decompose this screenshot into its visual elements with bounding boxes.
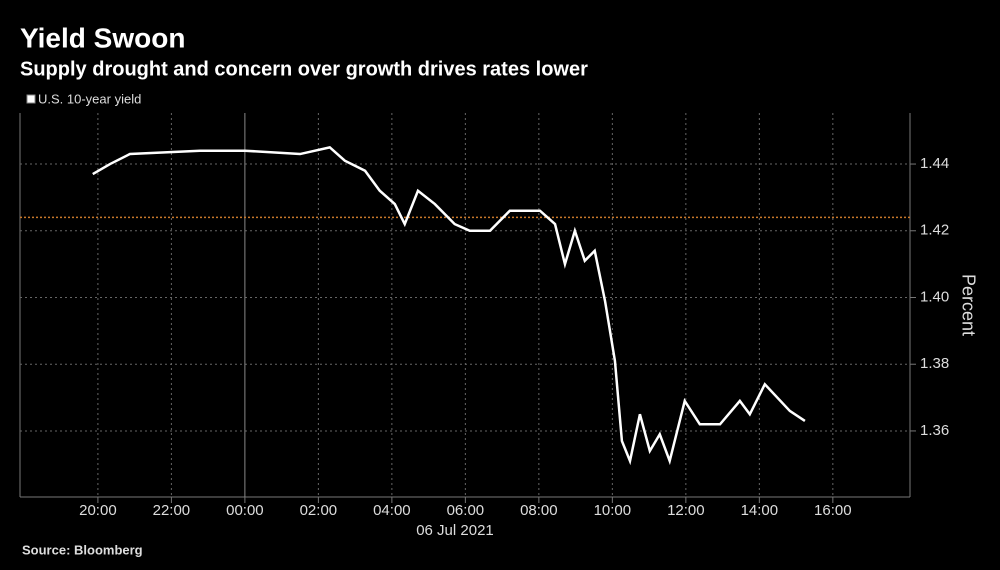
series-line bbox=[92, 146, 806, 466]
x-tick-label: 00:00 bbox=[226, 502, 264, 519]
x-tick-label: 06:00 bbox=[447, 502, 485, 519]
y-tick-label: 1.38 bbox=[920, 355, 949, 372]
y-tick-label: 1.40 bbox=[920, 288, 949, 305]
x-tick-label: 08:00 bbox=[520, 502, 558, 519]
y-tick-label: 1.36 bbox=[920, 422, 949, 439]
x-tick-label: 10:00 bbox=[594, 502, 632, 519]
y-tick-label: 1.44 bbox=[920, 155, 949, 172]
chart-subtitle: Supply drought and concern over growth d… bbox=[20, 58, 588, 80]
x-axis-label: 06 Jul 2021 bbox=[416, 522, 494, 539]
x-tick-label: 20:00 bbox=[79, 502, 117, 519]
y-tick-label: 1.42 bbox=[920, 222, 949, 239]
x-tick-label: 16:00 bbox=[814, 502, 852, 519]
chart-title: Yield Swoon bbox=[20, 22, 185, 53]
x-tick-label: 14:00 bbox=[741, 502, 779, 519]
x-tick-label: 22:00 bbox=[153, 502, 191, 519]
x-tick-label: 04:00 bbox=[373, 502, 411, 519]
x-tick-label: 02:00 bbox=[300, 502, 338, 519]
y-axis-label: Percent bbox=[958, 274, 978, 336]
legend-swatch bbox=[26, 94, 36, 104]
x-tick-label: 12:00 bbox=[667, 502, 705, 519]
legend-label: U.S. 10-year yield bbox=[38, 91, 141, 106]
source: Source: Bloomberg bbox=[22, 542, 143, 557]
